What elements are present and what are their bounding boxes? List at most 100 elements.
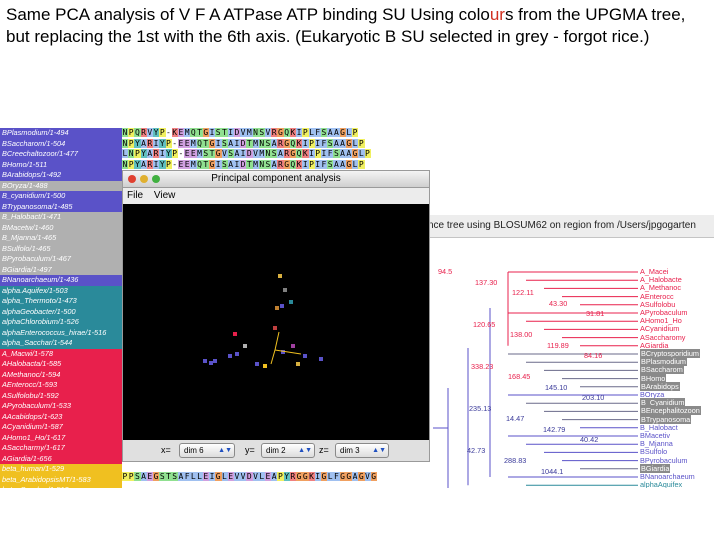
tree-leaf[interactable]: ACyanidium [640,325,679,333]
pca-point[interactable] [281,350,285,354]
pca-point[interactable] [209,361,213,365]
tree-leaf[interactable]: A_Halobacte [640,276,682,284]
tree-leaf-label[interactable]: BOryza [640,390,665,399]
tree-leaf[interactable]: BCryptosporidium [640,349,700,358]
sequence-name[interactable]: B_Halobact/1-471 [0,212,122,223]
tree-leaf[interactable]: B_Mjanna [640,440,673,448]
sequence-name[interactable]: BSaccharom/1-504 [0,138,122,149]
sequence-name[interactable]: BSulfolo/1-465 [0,243,122,254]
tree-leaf[interactable]: B_Cyanidium [640,398,686,408]
sequence-name[interactable]: BHomo/1-511 [0,159,122,170]
tree-leaf-label[interactable]: BEncephalitozoon [640,406,701,416]
sequence-name[interactable]: APyrobaculum/1-533 [0,401,122,412]
z-dimension-select[interactable]: dim 3 ▲▼ [335,443,389,458]
tree-leaf-label[interactable]: B_Mjanna [640,439,673,449]
pca-point[interactable] [296,362,300,366]
tree-leaf-label[interactable]: AHomo1_Ho [640,316,682,326]
tree-leaf-label[interactable]: BGiardia [640,463,671,473]
pca-point[interactable] [289,300,293,304]
x-dimension-select[interactable]: dim 6 ▲▼ [179,443,235,458]
tree-leaf[interactable]: BSulfolo [640,448,667,456]
sequence-name[interactable]: ACyanidium/1-587 [0,422,122,433]
tree-leaf-label[interactable]: BTrypanosoma [640,414,692,424]
menu-view[interactable]: View [153,190,176,201]
tree-leaf-label[interactable]: BArabidops [640,381,680,391]
tree-leaf[interactable]: A_Methanoc [640,284,681,292]
tree-leaf-label[interactable]: BSaccharom [640,365,684,375]
tree-leaf[interactable]: BGiardia [640,463,671,473]
pca-point[interactable] [291,344,295,348]
sequence-name[interactable]: AHalobacta/1-585 [0,359,122,370]
tree-leaf[interactable]: BTrypanosoma [640,414,692,424]
minimize-icon[interactable] [140,175,148,183]
sequence-name[interactable]: AAcabidops/1-623 [0,411,122,422]
tree-leaf-label[interactable]: BSulfolo [640,447,668,457]
pca-point[interactable] [319,357,323,361]
sequence-name[interactable]: AMethanoc/1-594 [0,369,122,380]
tree-leaf[interactable]: BSaccharom [640,365,684,375]
sequence-name[interactable]: BTrypanosoma/1-485 [0,201,122,212]
tree-leaf[interactable]: B_Halobact [640,422,678,432]
tree-leaf-label[interactable]: BHomo [640,373,667,383]
pca-titlebar[interactable]: Principal component analysis [123,171,429,188]
sequence-name[interactable]: ASulfolobu/1-592 [0,390,122,401]
sequence-name[interactable]: alphaGeobacter/1-500 [0,306,122,317]
tree-leaf-label[interactable]: A_Halobacte [640,275,682,285]
tree-leaf-label[interactable]: alphaAquifex [640,480,683,488]
tree-leaf[interactable]: BArabidops [640,381,680,391]
tree-leaf-label[interactable]: ACyanidium [640,324,680,334]
pca-plot-svg[interactable] [123,204,429,440]
pca-point[interactable] [228,354,232,358]
sequence-name[interactable]: BCreechaltozoor/1-477 [0,149,122,160]
pca-plot-canvas[interactable] [123,204,429,440]
sequence-name[interactable]: BGiardia/1-497 [0,264,122,275]
tree-leaf-label[interactable]: ASulfolobu [640,299,676,309]
sequence-name[interactable]: beta_human/1-529 [0,464,122,475]
tree-leaf-label[interactable]: BPyrobaculum [640,455,688,465]
sequence-name[interactable]: BNanoarchaeum/1-436 [0,275,122,286]
tree-leaf-label[interactable]: BPlasmodium [640,357,688,367]
pca-window[interactable]: Principal component analysis File View x… [122,170,430,462]
sequence-name[interactable]: beta_Sacchar/1-513 [0,485,122,488]
pca-point[interactable] [283,288,287,292]
sequence-name[interactable]: alpha.Aquifex/1-503 [0,285,122,296]
close-icon[interactable] [128,175,136,183]
tree-leaf[interactable]: BNanoarchaeum [640,473,695,481]
pca-point[interactable] [263,364,267,368]
pca-point[interactable] [278,274,282,278]
pca-point[interactable] [255,362,259,366]
tree-leaf[interactable]: A_Macei [640,268,668,276]
y-dimension-select[interactable]: dim 2 ▲▼ [261,443,315,458]
pca-point[interactable] [203,359,207,363]
tree-leaf-label[interactable]: ASaccharomy [640,332,686,342]
tree-leaf-label[interactable]: B_Cyanidium [640,398,686,408]
sequence-name[interactable]: A_Macwi/1-578 [0,348,122,359]
tree-leaf[interactable]: APyrobaculum [640,309,687,317]
zoom-icon[interactable] [152,175,160,183]
sequence-name[interactable]: ASaccharmy/1-617 [0,443,122,454]
sequence-name[interactable]: AGiardia/1-656 [0,453,122,464]
tree-leaf[interactable]: AHomo1_Ho [640,317,682,325]
sequence-name[interactable]: B_Mjanna/1-465 [0,233,122,244]
pca-point[interactable] [280,304,284,308]
pca-point[interactable] [275,306,279,310]
pca-point[interactable] [233,332,237,336]
tree-leaf-label[interactable]: AEnterocc [640,291,674,301]
tree-leaf[interactable]: ASulfolobu [640,299,676,309]
tree-leaf[interactable]: AEnterocc [640,291,674,301]
sequence-name[interactable]: BPyrobaculum/1-467 [0,254,122,265]
tree-leaf[interactable]: BOryza [640,391,664,399]
tree-leaf-label[interactable]: A_Macei [640,267,669,276]
sequence-name[interactable]: B_cyanidium/1-500 [0,191,122,202]
tree-leaf-label[interactable]: BCryptosporidium [640,349,700,358]
pca-point[interactable] [243,344,247,348]
tree-leaf[interactable]: BMacetiv [640,432,670,440]
tree-leaf-label[interactable]: APyrobaculum [640,308,688,317]
menu-file[interactable]: File [127,190,144,201]
sequence-name[interactable]: BOryza/1-488 [0,180,122,191]
sequence-name[interactable]: alphaEnterococcus_hirae/1-516 [0,327,122,338]
sequence-name[interactable]: BPlasmodium/1-494 [0,128,122,139]
tree-leaf-label[interactable]: A_Methanoc [640,283,681,293]
tree-leaf[interactable]: BHomo [640,373,667,383]
tree-leaf-label[interactable]: B_Halobact [640,422,678,432]
